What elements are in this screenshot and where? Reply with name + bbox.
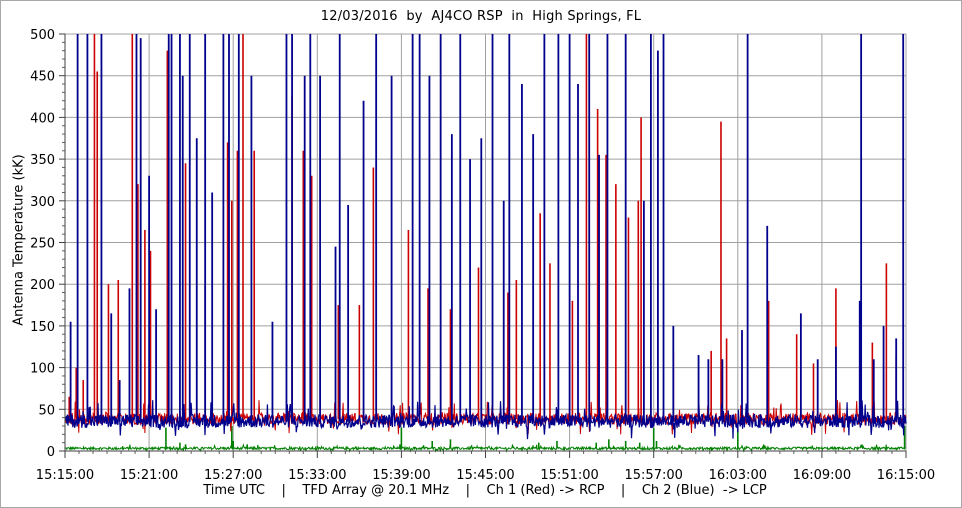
y-tick-label: 150: [30, 320, 55, 335]
x-tick-label: 15:51:00: [540, 468, 598, 483]
chart-title: 12/03/2016 by AJ4CO RSP in High Springs,…: [320, 9, 642, 24]
y-tick-label: 100: [30, 362, 55, 377]
y-tick-label: 400: [30, 111, 55, 126]
x-tick-label: 15:39:00: [372, 468, 430, 483]
x-tick-label: 15:15:00: [36, 468, 94, 483]
grid: [64, 33, 907, 452]
tick-labels: 0 50 100 150 200 250 300 350 400 450 500 15:15:00 15…: [30, 28, 935, 483]
y-tick-label: 0: [47, 445, 55, 460]
y-tick-label: 250: [30, 237, 55, 252]
x-tick-label: 16:09:00: [793, 468, 851, 483]
x-tick-label: 15:57:00: [625, 468, 683, 483]
y-tick-label: 50: [38, 403, 55, 418]
x-tick-label: 15:33:00: [288, 468, 346, 483]
x-tick-label: 16:15:00: [877, 468, 935, 483]
axes: [59, 33, 907, 458]
y-tick-label: 350: [30, 153, 55, 168]
ch2-noise-floor: [64, 400, 907, 440]
ch3-noise-floor: [65, 442, 907, 453]
x-axis-label: Time UTC | TFD Array @ 20.1 MHz | Ch 1 (…: [203, 483, 767, 498]
y-tick-label: 300: [30, 195, 55, 210]
series-ch2: [64, 34, 907, 440]
x-tick-label: 15:45:00: [456, 468, 514, 483]
x-tick-label: 16:03:00: [709, 468, 767, 483]
y-tick-label: 200: [30, 278, 55, 293]
y-tick-label: 500: [30, 28, 55, 43]
x-tick-label: 15:21:00: [120, 468, 178, 483]
y-tick-label: 450: [30, 70, 55, 85]
series-ch3: [65, 425, 907, 453]
x-tick-label: 15:27:00: [204, 468, 262, 483]
